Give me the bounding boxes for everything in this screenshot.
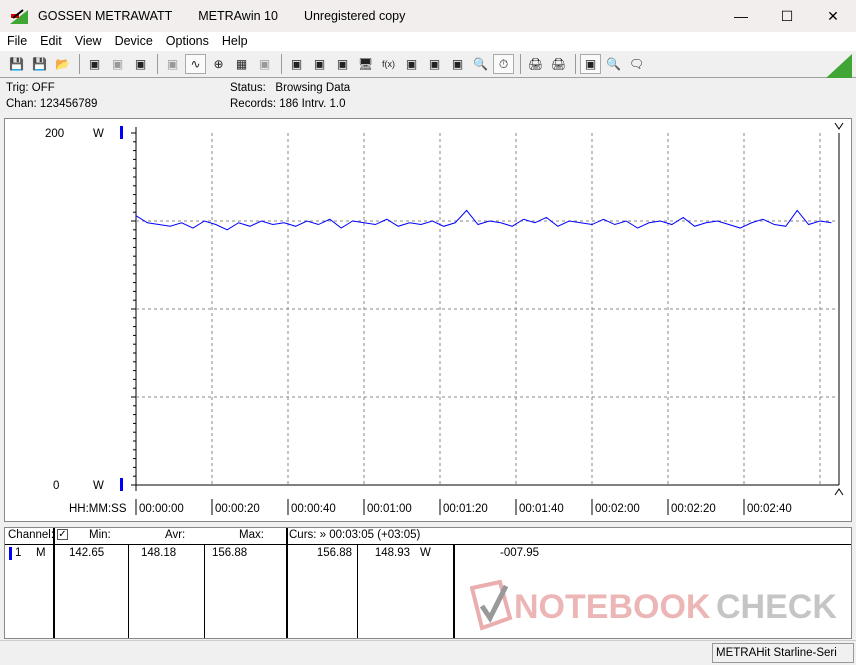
title-bar: GOSSEN METRAWATT METRAwin 10 Unregistere… [0, 0, 856, 32]
channel-checkbox[interactable]: ✓ [57, 529, 68, 540]
minimize-button[interactable]: — [734, 8, 748, 24]
app-title: METRAwin 10 [198, 9, 278, 23]
menu-options[interactable]: Options [165, 34, 209, 48]
toolbar-separator [79, 54, 80, 74]
status-bar: METRAHit Starline-Seri [0, 640, 856, 665]
x-tick-label: 00:02:40 [747, 503, 792, 515]
menu-help[interactable]: Help [221, 34, 248, 48]
corner-logo-icon [826, 54, 852, 78]
min-value: 142.65 [69, 547, 105, 559]
device-read-disabled-icon[interactable]: ▣ [111, 57, 124, 71]
device-read-icon[interactable]: ▣ [88, 57, 101, 71]
save-icon[interactable]: 💾 [9, 57, 24, 71]
device-memory-icon[interactable]: ▣ [134, 57, 147, 71]
toolbar-separator [157, 54, 158, 74]
cursor-value: 156.88 [316, 547, 352, 559]
channel-number: 1 [15, 547, 22, 559]
toolbar: 💾 💾 📂 ▣ ▣ ▣ ▣ ∿ ⊕ ▦ ▣ ▣ ▣ ▣ 🖥 f(x) ▣ ▣ ▣ 🔍 ⏱ 🖨 🖨 ▣ 🔍 🗨 [0, 51, 856, 78]
y-unit-label: W [93, 128, 104, 140]
max-value: 156.88 [212, 547, 248, 559]
min-header: Min: [89, 529, 111, 541]
y-tick-label: 0 [53, 480, 59, 492]
status-label: Status: [230, 82, 266, 94]
x-tick-label: 00:01:00 [367, 503, 412, 515]
chart-panel[interactable]: 200 0 W W HH:MM:SS 00:00:00 00:00:20 00:00:40 00… [4, 118, 852, 522]
chart[interactable]: 200 0 W W HH:MM:SS 00:00:00 00:00:20 00:00:40 00… [5, 119, 851, 521]
svg-text:CHECK: CHECK [716, 588, 837, 626]
device-name: METRAHit Starline-Seri [712, 643, 854, 663]
channel-header: Channel: [8, 529, 55, 541]
toolbar-separator [520, 54, 521, 74]
timer-icon[interactable]: ⏱ [493, 54, 514, 74]
diff-value: -007.95 [499, 547, 539, 559]
open-folder-icon[interactable]: 📂 [55, 57, 70, 71]
status-value: Browsing Data [275, 82, 351, 94]
print-icon[interactable]: 🖨 [527, 57, 544, 71]
y-tick-label: 200 [45, 128, 64, 140]
x-tick-label: 00:00:40 [291, 503, 336, 515]
toolbar-separator [281, 54, 282, 74]
function-icon[interactable]: f(x) [382, 59, 395, 69]
records-text: Records: 186 Intrv. 1.0 [230, 98, 346, 110]
zoom-wave-icon[interactable]: ▣ [580, 54, 601, 74]
avr-value: 148.18 [141, 547, 177, 559]
y-unit-label: W [93, 480, 104, 492]
settings-icon[interactable]: ▣ [336, 57, 349, 71]
table-icon[interactable]: ▦ [235, 57, 248, 71]
watermark-logo: NOTEBOOK CHECK [470, 579, 837, 631]
x-tick-label: 00:02:00 [595, 503, 640, 515]
bars-icon[interactable]: ▣ [258, 57, 271, 71]
license-title: Unregistered copy [303, 9, 406, 23]
menu-file[interactable]: File [7, 34, 28, 48]
trig-text: Trig: OFF [6, 82, 55, 94]
status-info: Status: Browsing Data Records: 186 Intrv… [230, 80, 350, 112]
avr-header: Avr: [165, 529, 186, 541]
values-table: Channel: ✓ Min: Avr: Max: Curs: » 00:03:… [4, 527, 852, 639]
menu-view[interactable]: View [74, 34, 102, 48]
cursor-value-2: 148.93 [374, 547, 410, 559]
max-header: Max: [239, 529, 264, 541]
print-preview-icon[interactable]: 🖨 [550, 57, 567, 71]
menu-edit[interactable]: Edit [40, 34, 62, 48]
save-as-icon[interactable]: 💾 [32, 57, 47, 71]
brand-title: GOSSEN METRAWATT [38, 9, 173, 23]
series-line [135, 209, 832, 231]
trigger-icon[interactable]: ▣ [428, 57, 441, 71]
waveform-icon[interactable]: ∿ [185, 54, 206, 74]
trigger-info: Trig: OFF Chan: 123456789 [6, 80, 97, 112]
search-icon[interactable]: 🔍 [473, 57, 488, 71]
export-icon[interactable]: ▣ [290, 57, 303, 71]
app-logo-icon [10, 9, 28, 24]
cursor-header: Curs: » 00:03:05 (+03:05) [289, 529, 421, 541]
chan-text: Chan: 123456789 [6, 98, 98, 110]
zoom-icon[interactable]: 🔍 [606, 57, 621, 71]
maximize-button[interactable]: ☐ [780, 7, 794, 24]
unit: W [420, 547, 431, 559]
scroll-bottom-marker [834, 488, 844, 496]
crosshair-icon[interactable]: ⊕ [213, 57, 224, 71]
import-icon[interactable]: ▣ [313, 57, 326, 71]
y-max-marker [120, 126, 123, 139]
x-tick-label: 00:01:40 [519, 503, 564, 515]
menu-device[interactable]: Device [114, 34, 153, 48]
device-icon[interactable]: ▣ [405, 57, 418, 71]
x-tick-label: 00:02:20 [671, 503, 716, 515]
x-tick-label: 00:01:20 [443, 503, 488, 515]
y-min-marker [120, 478, 123, 491]
close-button[interactable]: ✕ [827, 7, 839, 24]
display-icon[interactable]: ▣ [166, 57, 179, 71]
x-tick-label: 00:00:00 [139, 503, 184, 515]
channel-color-marker [9, 547, 12, 560]
scroll-top-marker [834, 122, 844, 130]
channel-type: M [36, 547, 46, 559]
comment-icon[interactable]: 🗨 [628, 57, 645, 71]
toolbar-separator [575, 54, 576, 74]
monitor-icon[interactable]: 🖥 [357, 57, 374, 71]
svg-text:NOTEBOOK: NOTEBOOK [514, 588, 711, 626]
x-axis-label: HH:MM:SS [69, 503, 127, 515]
signal-icon[interactable]: ▣ [451, 57, 464, 71]
x-tick-label: 00:00:20 [215, 503, 260, 515]
menu-bar: File Edit View Device Options Help [0, 32, 856, 51]
